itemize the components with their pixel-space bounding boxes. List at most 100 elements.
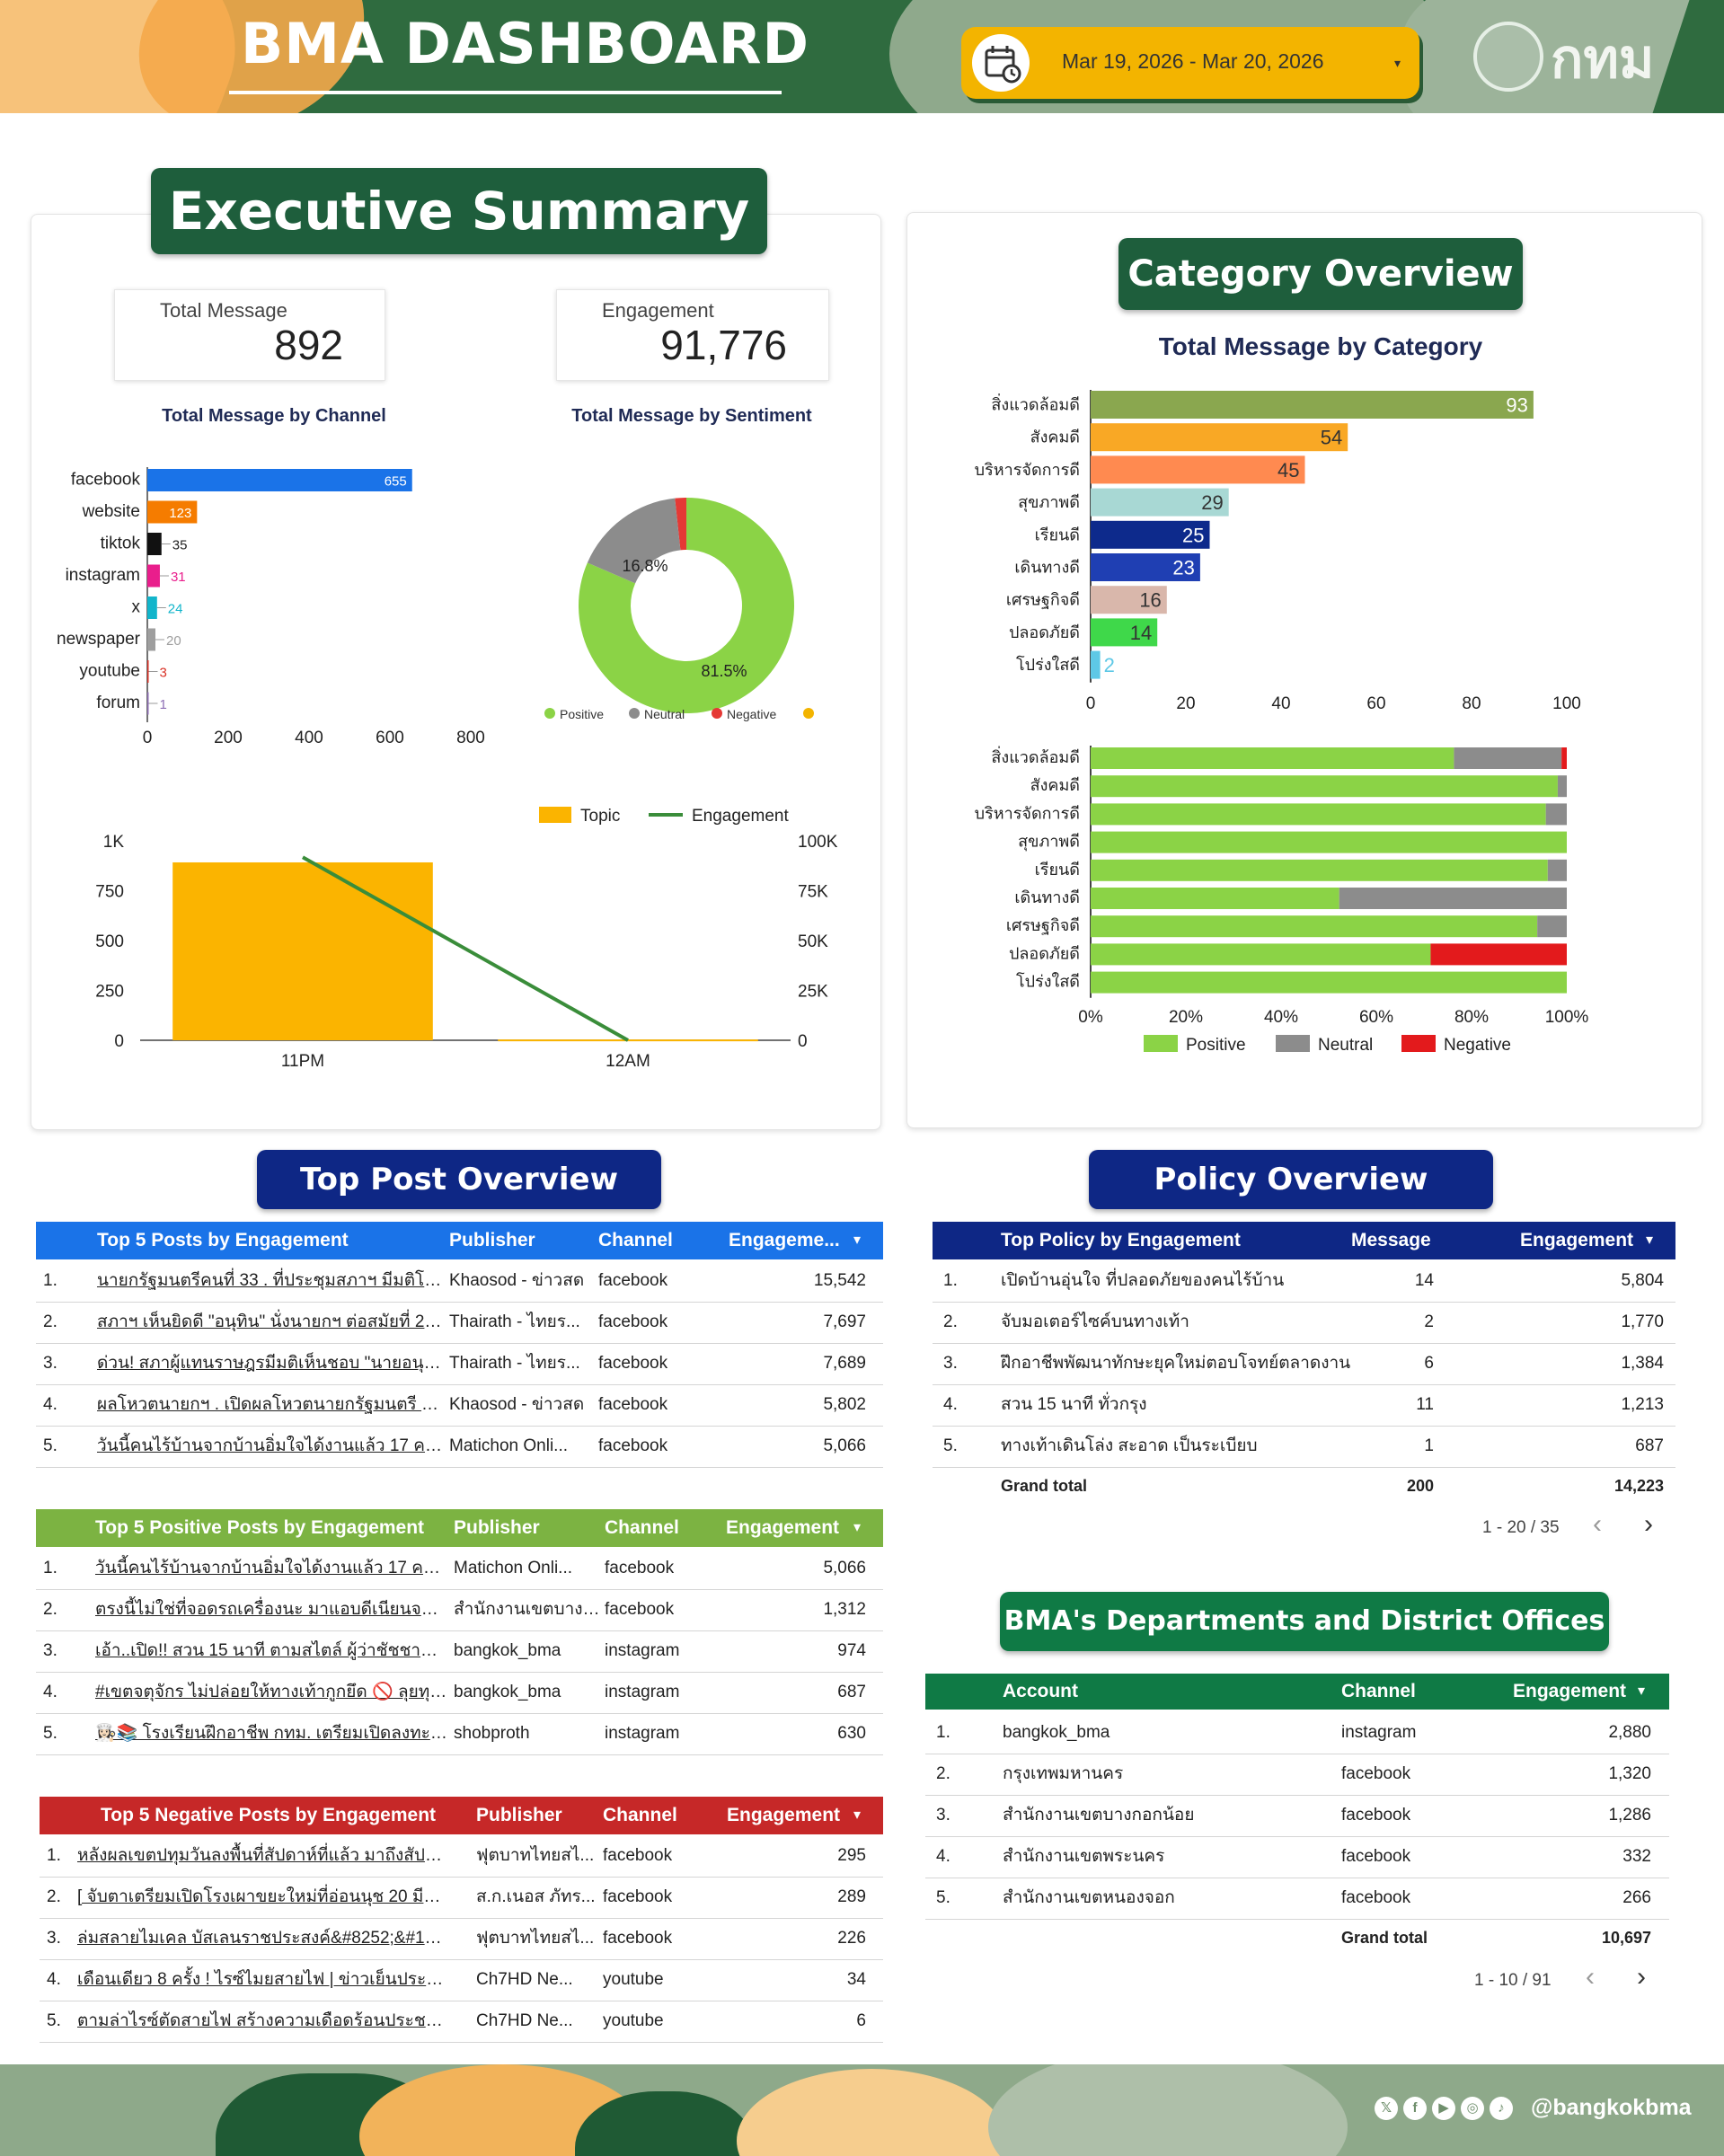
publisher: bangkok_bma (454, 1641, 561, 1660)
post-title[interactable]: 👩🏻‍🍳📚 โรงเรียนฝึกอาชีพ กทม. เตรียมเปิดลง… (95, 1724, 447, 1743)
column-header-post[interactable]: Top 5 Positive Posts by Engagement (95, 1517, 425, 1538)
sort-desc-icon[interactable]: ▾ (1638, 1683, 1646, 1699)
row-rank: 2. (943, 1312, 958, 1331)
table-row[interactable]: 5. วันนี้คนไร้บ้านจากบ้านอิ่มใจได้งานแล้ว… (36, 1427, 883, 1468)
post-title[interactable]: นายกรัฐมนตรีคนที่ 33 . ที่ประชุมสภาฯ มีม… (97, 1271, 443, 1290)
sort-desc-icon[interactable]: ▾ (853, 1233, 862, 1248)
table-row[interactable]: 2. สภาฯ เห็นยิดดี "อนุทิน" นั่งนายกฯ ต่อส… (36, 1303, 883, 1344)
post-title[interactable]: [ จับตาเตรียมเปิดโรงเผาขยะใหม่ที่อ่อนนุช… (77, 1887, 446, 1906)
tick-label: บริหารจัดการดี (975, 461, 1080, 479)
calendar-icon[interactable] (972, 34, 1030, 92)
column-header-publisher[interactable]: Publisher (476, 1805, 562, 1825)
instagram-icon[interactable]: ◎ (1461, 2097, 1484, 2120)
post-title[interactable]: ตรงนี้ไม่ใช่ที่จอดรถเครื่องนะ มาแอบดีเนี… (95, 1600, 447, 1619)
bar (1091, 553, 1200, 581)
engagement: 295 (837, 1846, 866, 1865)
date-range-value[interactable]: Mar 19, 2026 - Mar 20, 2026 (1062, 49, 1324, 73)
table-row[interactable]: 5. ทางเท้าเดินโล่ง สะอาด เป็นระเบียบ 1 687 (933, 1427, 1675, 1468)
table-row[interactable]: 3. เอ้า..เปิด!! สวน 15 นาที ตามสไตล์ ผู้ว… (36, 1631, 883, 1673)
column-header-publisher[interactable]: Publisher (449, 1230, 535, 1250)
x-icon[interactable]: 𝕏 (1375, 2097, 1398, 2120)
table-row[interactable]: 2. จับมอเตอร์ไซค์บนทางเท้า 2 1,770 (933, 1303, 1675, 1344)
post-title[interactable]: เดือนเดียว 8 ครั้ง ! ไรซ์ไมยสายไฟ | ข่าว… (77, 1970, 446, 1989)
column-header-engagement[interactable]: Engagement (1513, 1681, 1627, 1701)
column-header-post[interactable]: Top 5 Negative Posts by Engagement (101, 1805, 437, 1825)
row-rank: 2. (47, 1887, 61, 1906)
table-row[interactable]: 3. ฝึกอาชีพพัฒนาทักษะยุคใหม่ตอบโจทย์ตลาดง… (933, 1344, 1675, 1385)
table-row[interactable]: 2. [ จับตาเตรียมเปิดโรงเผาขยะใหม่ที่อ่อนน… (40, 1878, 883, 1919)
chevron-down-icon[interactable]: ▾ (1394, 56, 1401, 70)
row-rank: 2. (936, 1764, 950, 1783)
youtube-icon[interactable]: ▶ (1432, 2097, 1455, 2120)
sort-desc-icon[interactable]: ▾ (853, 1807, 862, 1823)
post-title[interactable]: ด่วน! สภาผู้แทนราษฎรมีมติเห็นชอบ "นายอนุ… (97, 1354, 443, 1373)
column-header-channel[interactable]: Channel (605, 1517, 679, 1538)
post-title[interactable]: #เขตจตุจักร ไม่ปล่อยให้ทางเท้ากูกยึด 🚫 ล… (95, 1683, 447, 1701)
table-row[interactable]: 4. เดือนเดียว 8 ครั้ง ! ไรซ์ไมยสายไฟ | ข่… (40, 1960, 883, 2001)
chevron-right-icon[interactable]: › (1637, 1962, 1646, 1992)
post-title[interactable]: ล่มสลายไมเคล บัสเลนราชประสงค์&#8252;&#12… (77, 1929, 446, 1948)
chevron-left-icon[interactable]: ‹ (1586, 1962, 1595, 1992)
chevron-right-icon[interactable]: › (1644, 1509, 1653, 1539)
post-title[interactable]: วันนี้คนไร้บ้านจากบ้านอิ่มใจได้งานแล้ว 1… (97, 1436, 443, 1455)
table-row[interactable]: 3. ล่มสลายไมเคล บัสเลนราชประสงค์&#8252;&#… (40, 1919, 883, 1960)
table-row[interactable]: 1. นายกรัฐมนตรีคนที่ 33 . ที่ประชุมสภาฯ ม… (36, 1261, 883, 1303)
row-rank: 3. (47, 1929, 61, 1948)
tick-label: เศรษฐกิจดี (1006, 591, 1080, 610)
column-header-engagement[interactable]: Engagement (727, 1805, 841, 1825)
tick-label: 0 (1086, 694, 1096, 713)
post-title[interactable]: เอ้า..เปิด!! สวน 15 นาที ตามสไตล์ ผู้ว่า… (95, 1641, 447, 1660)
table-row[interactable]: 1. bangkok_bma instagram 2,880 (925, 1713, 1669, 1754)
column-header-publisher[interactable]: Publisher (454, 1517, 540, 1538)
table-row[interactable]: 1. หลังผลเขตปทุมวันลงพื้นที่สัปดาห์ที่แล้… (40, 1836, 883, 1878)
facebook-icon[interactable]: f (1403, 2097, 1427, 2120)
column-header-message[interactable]: Message (1351, 1230, 1431, 1250)
date-range-picker[interactable] (961, 27, 1419, 99)
post-title[interactable]: ตามล่าไรซ์ตัดสายไฟ สร้างความเดือดร้อนประ… (77, 2011, 446, 2030)
post-title[interactable]: วันนี้คนไร้บ้านจากบ้านอิ่มใจได้งานแล้ว 1… (95, 1559, 447, 1577)
engagement: 7,689 (823, 1354, 866, 1373)
column-header-channel[interactable]: Channel (1341, 1681, 1416, 1701)
table-row[interactable]: 5. สำนักงานเขตหนองจอก facebook 266 (925, 1878, 1669, 1920)
table-row[interactable]: 1. เปิดบ้านอุ่นใจ ที่ปลอดภัยของคนไร้บ้าน 1… (933, 1261, 1675, 1303)
table-row[interactable]: 1. วันนี้คนไร้บ้านจากบ้านอิ่มใจได้งานแล้ว… (36, 1549, 883, 1590)
column-header-engagement[interactable]: Engageme... (729, 1230, 840, 1250)
table-row[interactable]: 3. สำนักงานเขตบางกอกน้อย facebook 1,286 (925, 1796, 1669, 1837)
table-row[interactable]: 2. กรุงเทพมหานคร facebook 1,320 (925, 1754, 1669, 1796)
table-row[interactable]: 4. #เขตจตุจักร ไม่ปล่อยให้ทางเท้ากูกยึด 🚫… (36, 1673, 883, 1714)
column-header-policy[interactable]: Top Policy by Engagement (1001, 1230, 1241, 1250)
post-title[interactable]: ผลโหวตนายกฯ . เปิดผลโหวตนายกรัฐมนตรี นาย… (97, 1395, 443, 1414)
tiktok-icon[interactable]: ♪ (1490, 2097, 1513, 2120)
column-header-channel[interactable]: Channel (598, 1230, 673, 1250)
account-name: กรุงเทพมหานคร (1003, 1764, 1124, 1783)
departments-table: Account Channel Engagement ▾ 1. bangkok_b… (925, 1674, 1669, 1961)
table-row[interactable]: 4. สำนักงานเขตพระนคร facebook 332 (925, 1837, 1669, 1878)
column-header-account[interactable]: Account (1003, 1681, 1078, 1701)
channel: facebook (598, 1354, 668, 1373)
legend-marker (1276, 1035, 1310, 1052)
sort-desc-icon[interactable]: ▾ (1646, 1233, 1654, 1248)
table-row[interactable]: 3. ด่วน! สภาผู้แทนราษฎรมีมติเห็นชอบ "นายอ… (36, 1344, 883, 1385)
table-row[interactable]: 2. ตรงนี้ไม่ใช่ที่จอดรถเครื่องนะ มาแอบดีเ… (36, 1590, 883, 1631)
grand-total-engagement: 14,223 (1613, 1477, 1664, 1495)
sentiment-donut-chart: 81.5% 16.8% Positive Neutral Negative (544, 498, 814, 721)
engagement: 1,286 (1608, 1806, 1651, 1825)
table-row[interactable]: 5. ตามล่าไรซ์ตัดสายไฟ สร้างความเดือดร้อนป… (40, 2001, 883, 2043)
post-title[interactable]: สภาฯ เห็นยิดดี "อนุทิน" นั่งนายกฯ ต่อสมั… (97, 1312, 443, 1331)
sort-desc-icon[interactable]: ▾ (853, 1520, 862, 1535)
tick-label: สังคมดี (1030, 429, 1080, 446)
column-header-channel[interactable]: Channel (603, 1805, 677, 1825)
table-row[interactable]: 4. สวน 15 นาที ทั่วกรุง 11 1,213 (933, 1385, 1675, 1427)
chevron-left-icon[interactable]: ‹ (1593, 1509, 1602, 1539)
column-header-engagement[interactable]: Engagement (726, 1517, 840, 1538)
post-title[interactable]: หลังผลเขตปทุมวันลงพื้นที่สัปดาห์ที่แล้ว … (77, 1846, 446, 1865)
data-label: 655 (385, 474, 407, 490)
column-header-engagement[interactable]: Engagement (1520, 1230, 1634, 1250)
table-row[interactable]: 4. ผลโหวตนายกฯ . เปิดผลโหวตนายกรัฐมนตรี น… (36, 1385, 883, 1427)
social-handle[interactable]: @bangkokbma (1531, 2095, 1692, 2120)
kpi-engagement: Engagement 91,776 (556, 289, 829, 381)
column-header-post[interactable]: Top 5 Posts by Engagement (97, 1230, 349, 1250)
table-row[interactable]: 5. 👩🏻‍🍳📚 โรงเรียนฝึกอาชีพ กทม. เตรียมเปิด… (36, 1714, 883, 1755)
policy-name: ทางเท้าเดินโล่ง สะอาด เป็นระเบียบ (1001, 1436, 1258, 1455)
kpi-label: Total Message (160, 299, 287, 322)
